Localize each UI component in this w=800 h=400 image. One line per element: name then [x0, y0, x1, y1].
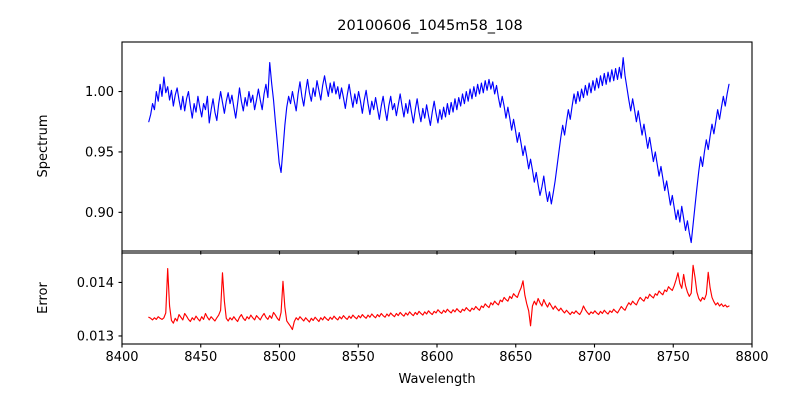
- x-tick-label: 8700: [578, 350, 611, 365]
- error-data-line: [148, 264, 730, 331]
- y-tick-label: 0.014: [77, 276, 114, 291]
- x-tick-label: 8400: [105, 350, 138, 365]
- x-tick-label: 8600: [420, 350, 453, 365]
- x-tick-label: 8650: [499, 350, 532, 365]
- error-y-ticks: 0.013 0.014: [77, 276, 122, 344]
- x-tick-label: 8450: [184, 350, 217, 365]
- spectrum-panel: 0.90 0.95 1.00 Spectrum: [36, 41, 753, 255]
- spectrum-data-line: [148, 57, 730, 244]
- spectrum-y-axis-label: Spectrum: [36, 115, 51, 178]
- x-tick-label: 8550: [342, 350, 375, 365]
- figure-title: 20100606_1045m58_108: [337, 18, 522, 34]
- x-tick-label: 8800: [735, 350, 768, 365]
- x-tick-label: 8750: [657, 350, 690, 365]
- y-tick-label: 0.013: [77, 329, 114, 344]
- spectrum-y-ticks: 0.90 0.95 1.00: [85, 85, 122, 221]
- y-tick-label: 0.95: [85, 145, 114, 160]
- y-tick-label: 1.00: [85, 85, 114, 100]
- x-tick-label: 8500: [263, 350, 296, 365]
- error-y-axis-label: Error: [36, 282, 51, 314]
- x-axis-label: Wavelength: [398, 372, 475, 387]
- y-tick-label: 0.90: [85, 206, 114, 221]
- error-x-ticks: 8400 8450 8500 8550 8600 8650 8700 8750 8800: [105, 344, 769, 365]
